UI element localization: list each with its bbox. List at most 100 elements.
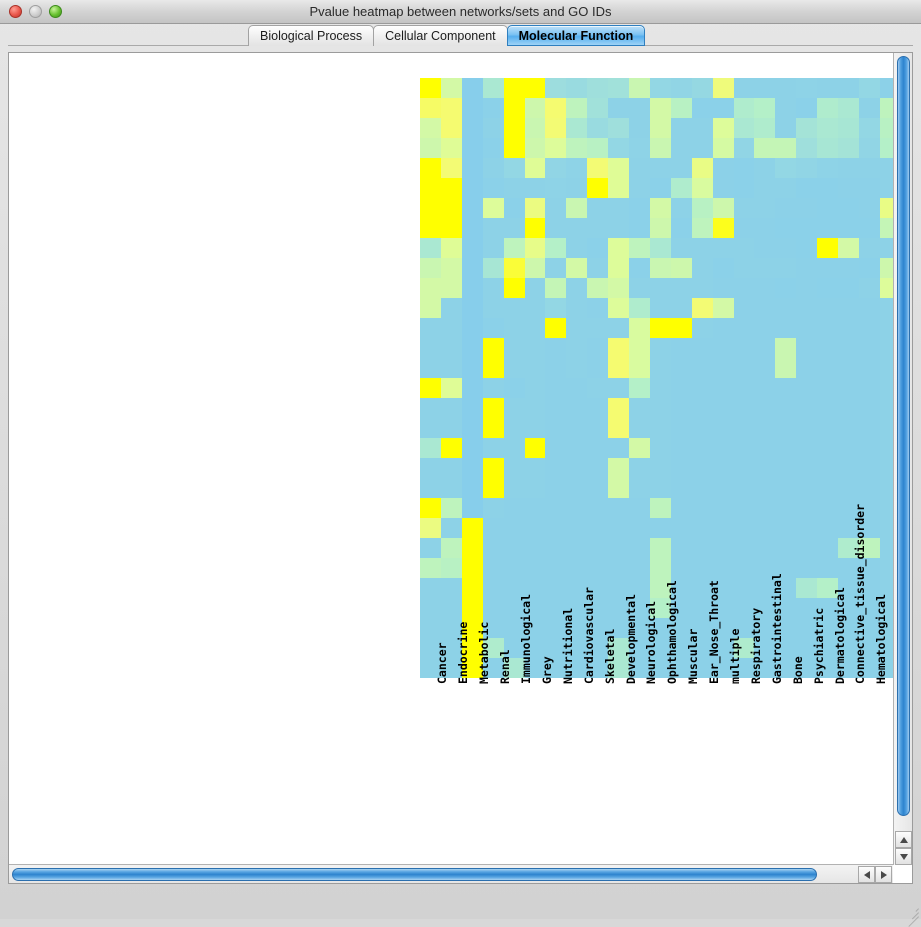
heatmap-cell[interactable] bbox=[712, 578, 735, 599]
heatmap-cell[interactable] bbox=[587, 538, 609, 559]
heatmap-cell[interactable] bbox=[879, 358, 893, 379]
heatmap-cell[interactable] bbox=[587, 278, 609, 299]
heatmap-cell[interactable] bbox=[754, 278, 776, 299]
heatmap-cell[interactable] bbox=[482, 578, 505, 599]
heatmap-cell[interactable] bbox=[566, 318, 588, 339]
heatmap-cell[interactable] bbox=[754, 318, 776, 339]
heatmap-cell[interactable] bbox=[817, 538, 839, 559]
heatmap-cell[interactable] bbox=[670, 138, 693, 159]
heatmap-cell[interactable] bbox=[858, 198, 881, 219]
heatmap-cell[interactable] bbox=[838, 278, 860, 299]
heatmap-cell[interactable] bbox=[733, 238, 755, 259]
heatmap-cell[interactable] bbox=[754, 358, 776, 379]
heatmap-cell[interactable] bbox=[524, 358, 546, 379]
heatmap-cell[interactable] bbox=[608, 278, 630, 299]
heatmap-cell[interactable] bbox=[524, 598, 546, 619]
heatmap-cell[interactable] bbox=[587, 338, 609, 359]
heatmap-cell[interactable] bbox=[733, 118, 755, 139]
heatmap-cell[interactable] bbox=[461, 538, 484, 559]
heatmap-cell[interactable] bbox=[461, 238, 484, 259]
heatmap-cell[interactable] bbox=[629, 138, 651, 159]
heatmap-cell[interactable] bbox=[838, 558, 860, 579]
heatmap-cell[interactable] bbox=[879, 78, 893, 99]
heatmap-cell[interactable] bbox=[712, 598, 735, 619]
heatmap-cell[interactable] bbox=[817, 198, 839, 219]
heatmap-cell[interactable] bbox=[879, 538, 893, 559]
heatmap-cell[interactable] bbox=[796, 278, 818, 299]
heatmap-cell[interactable] bbox=[503, 78, 526, 99]
heatmap-cell[interactable] bbox=[608, 458, 630, 479]
heatmap-cell[interactable] bbox=[817, 578, 839, 599]
heatmap-cell[interactable] bbox=[608, 138, 630, 159]
heatmap-cell[interactable] bbox=[420, 378, 442, 399]
heatmap-cell[interactable] bbox=[524, 98, 546, 119]
heatmap-cell[interactable] bbox=[566, 658, 588, 679]
heatmap-cell[interactable] bbox=[775, 658, 797, 679]
heatmap-cell[interactable] bbox=[608, 298, 630, 319]
heatmap-cell[interactable] bbox=[691, 578, 714, 599]
heatmap-cell[interactable] bbox=[879, 238, 893, 259]
heatmap-cell[interactable] bbox=[670, 578, 693, 599]
heatmap-cell[interactable] bbox=[420, 438, 442, 459]
heatmap-cell[interactable] bbox=[712, 658, 735, 679]
heatmap-cell[interactable] bbox=[629, 198, 651, 219]
heatmap-cell[interactable] bbox=[524, 498, 546, 519]
heatmap-cell[interactable] bbox=[587, 258, 609, 279]
heatmap-cell[interactable] bbox=[566, 538, 588, 559]
heatmap-cell[interactable] bbox=[482, 98, 505, 119]
heatmap-cell[interactable] bbox=[649, 258, 672, 279]
heatmap-cell[interactable] bbox=[608, 178, 630, 199]
heatmap-cell[interactable] bbox=[838, 658, 860, 679]
heatmap-cell[interactable] bbox=[775, 578, 797, 599]
heatmap-cell[interactable] bbox=[879, 458, 893, 479]
heatmap-cell[interactable] bbox=[817, 658, 839, 679]
heatmap-cell[interactable] bbox=[754, 558, 776, 579]
heatmap-cell[interactable] bbox=[691, 418, 714, 439]
heatmap-cell[interactable] bbox=[629, 498, 651, 519]
heatmap-cell[interactable] bbox=[754, 98, 776, 119]
heatmap-cell[interactable] bbox=[879, 438, 893, 459]
heatmap-cell[interactable] bbox=[629, 298, 651, 319]
heatmap-cell[interactable] bbox=[879, 178, 893, 199]
heatmap-cell[interactable] bbox=[545, 158, 567, 179]
heatmap-cell[interactable] bbox=[608, 378, 630, 399]
heatmap-cell[interactable] bbox=[754, 238, 776, 259]
heatmap-cell[interactable] bbox=[796, 638, 818, 659]
heatmap-cell[interactable] bbox=[838, 158, 860, 179]
heatmap-cell[interactable] bbox=[503, 198, 526, 219]
heatmap-cell[interactable] bbox=[754, 378, 776, 399]
heatmap-cell[interactable] bbox=[545, 578, 567, 599]
heatmap-cell[interactable] bbox=[838, 298, 860, 319]
heatmap-cell[interactable] bbox=[754, 258, 776, 279]
heatmap-cell[interactable] bbox=[482, 318, 505, 339]
heatmap-cell[interactable] bbox=[712, 258, 735, 279]
heatmap-cell[interactable] bbox=[879, 258, 893, 279]
heatmap-cell[interactable] bbox=[775, 98, 797, 119]
heatmap-cell[interactable] bbox=[691, 378, 714, 399]
heatmap-cell[interactable] bbox=[670, 558, 693, 579]
heatmap-cell[interactable] bbox=[587, 238, 609, 259]
heatmap-cell[interactable] bbox=[629, 238, 651, 259]
heatmap-cell[interactable] bbox=[440, 618, 463, 639]
heatmap-cell[interactable] bbox=[587, 98, 609, 119]
heatmap-cell[interactable] bbox=[482, 118, 505, 139]
heatmap-cell[interactable] bbox=[608, 418, 630, 439]
heatmap-cell[interactable] bbox=[482, 498, 505, 519]
heatmap-cell[interactable] bbox=[858, 118, 881, 139]
heatmap-cell[interactable] bbox=[670, 338, 693, 359]
heatmap-cell[interactable] bbox=[649, 558, 672, 579]
heatmap-cell[interactable] bbox=[754, 598, 776, 619]
heatmap-cell[interactable] bbox=[503, 438, 526, 459]
heatmap-cell[interactable] bbox=[838, 218, 860, 239]
heatmap-cell[interactable] bbox=[629, 578, 651, 599]
heatmap-cell[interactable] bbox=[838, 598, 860, 619]
heatmap-cell[interactable] bbox=[566, 98, 588, 119]
heatmap-cell[interactable] bbox=[858, 498, 881, 519]
heatmap-cell[interactable] bbox=[608, 318, 630, 339]
heatmap-cell[interactable] bbox=[524, 438, 546, 459]
heatmap-cell[interactable] bbox=[524, 478, 546, 499]
heatmap-cell[interactable] bbox=[649, 598, 672, 619]
heatmap-cell[interactable] bbox=[649, 638, 672, 659]
heatmap-cell[interactable] bbox=[796, 418, 818, 439]
heatmap-cell[interactable] bbox=[691, 398, 714, 419]
